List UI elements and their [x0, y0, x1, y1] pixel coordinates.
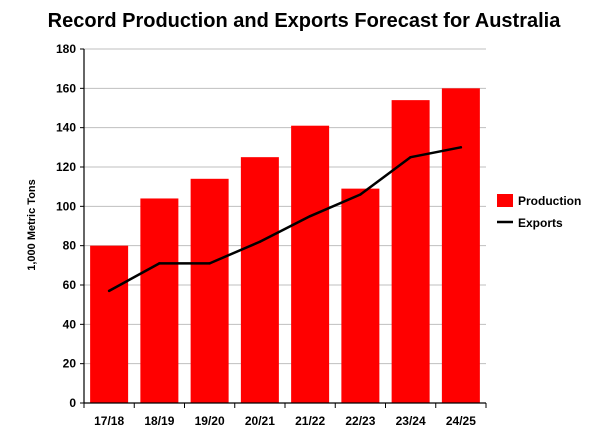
- legend-label-production: Production: [518, 194, 581, 208]
- y-tick-label: 140: [56, 121, 76, 135]
- x-tick-label: 22/23: [345, 414, 375, 428]
- y-tick-label: 40: [63, 317, 77, 331]
- x-tick-label: 20/21: [245, 414, 275, 428]
- y-tick-label: 80: [63, 239, 77, 253]
- exports-line: [107, 146, 463, 293]
- y-tick-label: 20: [63, 357, 77, 371]
- y-tick-label: 180: [56, 42, 76, 56]
- x-tick-label: 23/24: [396, 414, 426, 428]
- bar-production: [291, 125, 330, 403]
- y-axis-label: 1,000 Metric Tons: [26, 179, 38, 271]
- exports-point: [158, 262, 161, 265]
- exports-point: [308, 214, 312, 218]
- x-tick-label: 17/18: [94, 414, 124, 428]
- legend-label-exports: Exports: [518, 216, 563, 230]
- y-tick-label: 100: [56, 199, 76, 213]
- legend: Production Exports: [497, 194, 581, 230]
- bar-production: [240, 157, 279, 403]
- exports-point: [359, 193, 362, 196]
- y-tick-label: 120: [56, 160, 76, 174]
- y-tick-labels: 0 20 40 60 80 100 120 140 160 180: [56, 42, 76, 410]
- bar-production: [140, 198, 179, 403]
- exports-point: [208, 262, 211, 265]
- y-tick-label: 60: [63, 278, 77, 292]
- x-tick-label: 18/19: [144, 414, 174, 428]
- exports-point: [409, 155, 412, 159]
- bar-production: [391, 100, 430, 403]
- production-bars: [90, 88, 480, 403]
- bar-production: [190, 178, 229, 403]
- legend-swatch-production: [497, 194, 513, 207]
- bar-production: [341, 188, 380, 403]
- bar-production: [90, 245, 129, 403]
- axes: [80, 48, 487, 408]
- exports-point: [258, 240, 262, 243]
- x-tick-labels: 17/18 18/19 19/20 20/21 21/22 22/23 23/24 24/25: [94, 414, 476, 428]
- chart-title: Record Production and Exports Forecast f…: [48, 10, 562, 32]
- exports-point: [459, 146, 463, 149]
- x-tick-label: 19/20: [195, 414, 225, 428]
- exports-line-group: [107, 146, 463, 293]
- y-tick-label: 160: [56, 81, 76, 95]
- x-tick-label: 24/25: [446, 414, 476, 428]
- bar-production: [441, 88, 480, 403]
- y-tick-label: 0: [69, 396, 76, 410]
- x-tick-label: 21/22: [295, 414, 325, 428]
- exports-point: [107, 289, 111, 293]
